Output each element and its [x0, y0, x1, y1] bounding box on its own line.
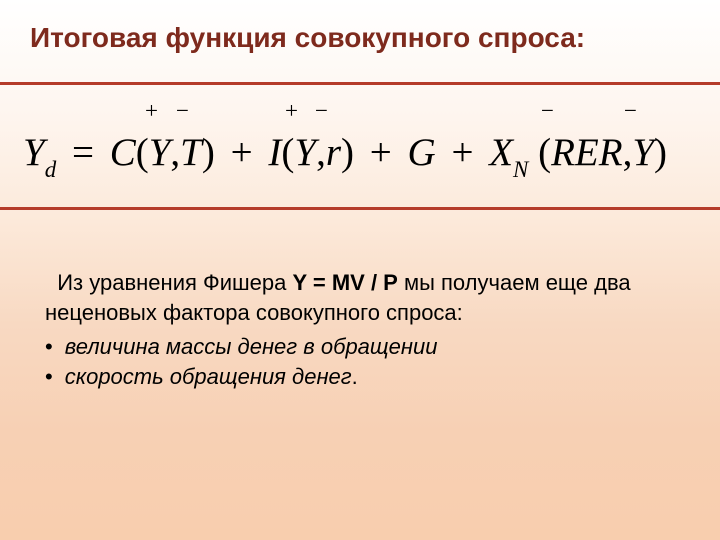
eq-yd-sub: d [45, 157, 57, 182]
equation: Yd = C(Y,T) + I(Y,r) + G + XN (RER,Y) [23, 130, 667, 180]
list-item: величина массы денег в обращении [45, 332, 685, 362]
slide-title: Итоговая функция совокупного спроса: [30, 22, 585, 54]
divider-bottom [0, 207, 720, 210]
equation-panel: + − + − − − Yd = C(Y,T) + I(Y,r) + G + X… [0, 86, 720, 204]
eq-C-close: ) [202, 131, 215, 174]
eq-Y2: Y [294, 131, 316, 174]
eq-X-close: ) [654, 131, 667, 174]
eq-comma2: , [316, 131, 326, 174]
fisher-equation: Y = MV / P [293, 270, 398, 295]
li2-text: скорость обращения денег [65, 364, 352, 389]
eq-comma3: , [623, 131, 633, 174]
eq-r: r [326, 131, 341, 174]
li1-text: величина массы денег в обращении [65, 334, 438, 359]
eq-RER: RER [551, 131, 622, 174]
eq-T: T [180, 131, 202, 174]
sign-y3: − [624, 98, 637, 124]
list-item: скорость обращения денег. [45, 362, 685, 392]
eq-plus2: + [364, 131, 398, 174]
eq-equals: = [66, 131, 100, 174]
factor-list: величина массы денег в обращении скорост… [45, 332, 685, 391]
sign-rer: − [541, 98, 554, 124]
eq-X: X [489, 131, 513, 174]
eq-I-close: ) [341, 131, 354, 174]
eq-C: C [110, 131, 136, 174]
eq-yd-y: Y [23, 131, 45, 174]
eq-comma1: , [170, 131, 180, 174]
sign-y2: + [285, 98, 298, 124]
eq-C-open: ( [136, 131, 149, 174]
eq-Y3: Y [632, 131, 654, 174]
eq-Y1: Y [149, 131, 171, 174]
eq-plus3: + [445, 131, 479, 174]
sign-y1: + [145, 98, 158, 124]
eq-G: G [408, 131, 436, 174]
eq-plus1: + [225, 131, 259, 174]
eq-I: I [268, 131, 281, 174]
eq-I-open: ( [281, 131, 294, 174]
divider-top [0, 82, 720, 85]
sign-r: − [315, 98, 328, 124]
paragraph-fisher: Из уравнения Фишера Y = MV / P мы получа… [45, 268, 685, 327]
sign-t: − [176, 98, 189, 124]
eq-XN: N [513, 157, 528, 182]
p1-intro: Из уравнения Фишера [57, 270, 292, 295]
li2-period: . [352, 364, 358, 389]
eq-X-open: ( [538, 131, 551, 174]
